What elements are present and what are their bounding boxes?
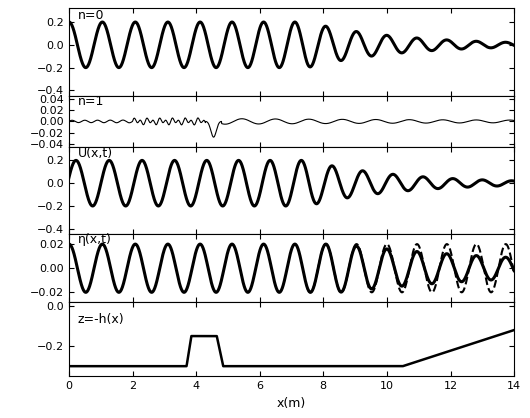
Text: z=-h(x): z=-h(x): [78, 313, 125, 326]
Text: η(x,t): η(x,t): [78, 232, 112, 245]
X-axis label: x(m): x(m): [277, 397, 306, 410]
Text: U(x,t): U(x,t): [78, 147, 113, 160]
Text: n=1: n=1: [78, 95, 104, 108]
Text: n=0: n=0: [78, 9, 104, 22]
